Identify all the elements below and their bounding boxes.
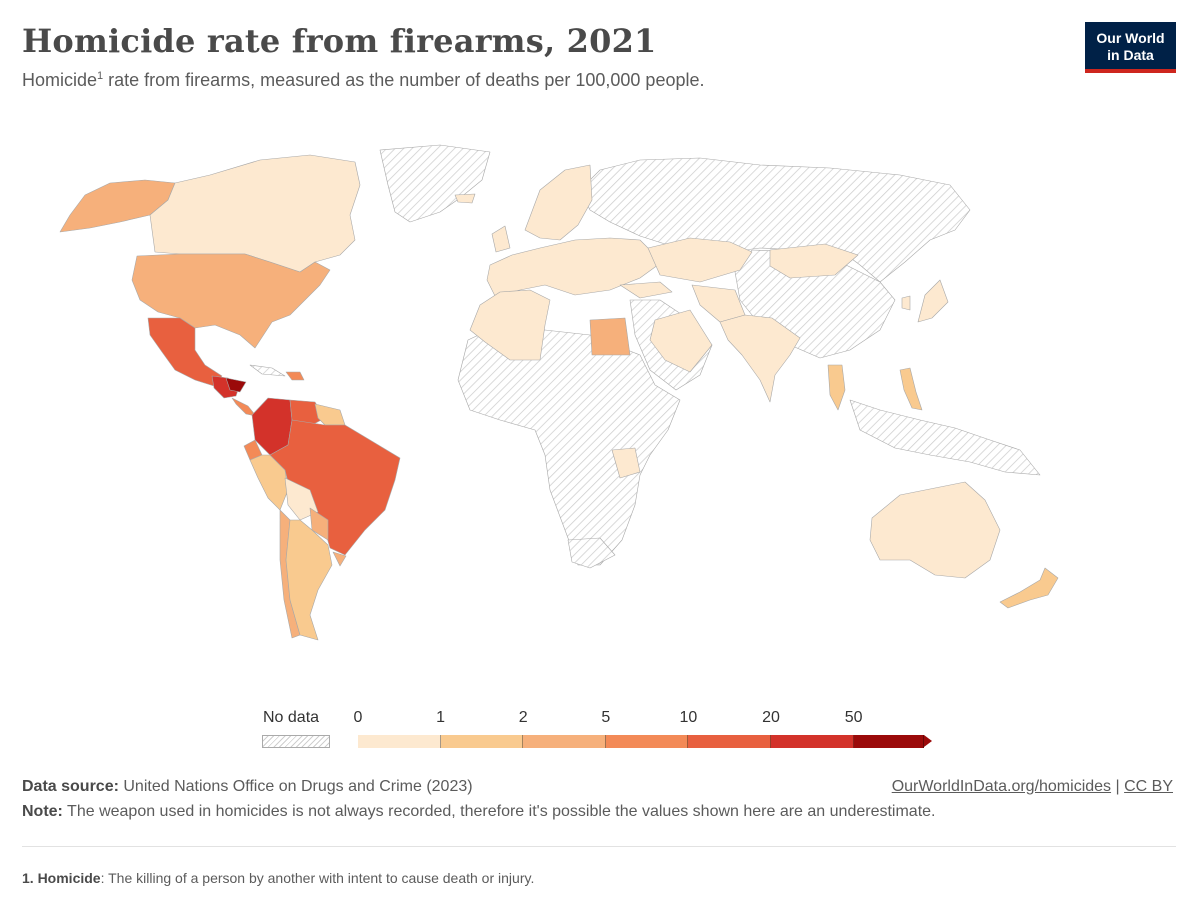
subtitle-term: Homicide <box>22 70 98 90</box>
data-source-label: Data source: <box>22 778 119 795</box>
country-egypt[interactable] <box>589 317 631 356</box>
footnote-label: 1. Homicide <box>22 870 101 886</box>
country-south-africa-region[interactable] <box>567 537 616 569</box>
legend-bin[interactable] <box>688 735 771 748</box>
legend-bin[interactable] <box>358 735 441 748</box>
country-iran-region[interactable] <box>691 284 746 323</box>
note-text: The weapon used in homicides is not alwa… <box>62 803 936 820</box>
country-saudi-arabia[interactable] <box>649 309 713 373</box>
note-label: Note: <box>22 803 63 820</box>
legend-threshold-label: 5 <box>601 709 611 726</box>
legend-no-data-label: No data <box>263 709 320 726</box>
footer-links: OurWorldInData.org/homicides | CC BY <box>892 778 1173 796</box>
country-kazakhstan[interactable] <box>647 237 753 283</box>
logo-line-2: in Data <box>1107 47 1154 63</box>
legend-threshold-label: 0 <box>353 709 363 726</box>
logo-line-1: Our World <box>1096 30 1165 46</box>
legend-bin[interactable] <box>771 735 854 748</box>
footnote: 1. Homicide: The killing of a person by … <box>22 870 534 886</box>
legend-bin[interactable] <box>853 735 925 748</box>
country-japan[interactable] <box>917 279 949 323</box>
country-iceland[interactable] <box>454 193 476 204</box>
country-cuba-area[interactable] <box>249 364 286 377</box>
footer-divider <box>22 846 1176 847</box>
world-map[interactable] <box>0 120 1200 680</box>
legend-threshold-label: 2 <box>518 709 528 726</box>
country-uruguay[interactable] <box>332 551 347 567</box>
legend-bin[interactable] <box>440 735 524 748</box>
link-separator: | <box>1111 778 1125 795</box>
chart-note: Note: The weapon used in homicides is no… <box>22 803 935 821</box>
region-russia-nodata[interactable] <box>579 157 971 283</box>
license-link[interactable]: CC BY <box>1124 778 1173 795</box>
country-guyana-suriname[interactable] <box>314 403 346 426</box>
legend-threshold-label: 20 <box>762 709 780 726</box>
source-link[interactable]: OurWorldInData.org/homicides <box>891 778 1112 795</box>
country-argentina[interactable] <box>285 519 333 641</box>
legend-bin[interactable] <box>605 735 689 748</box>
country-panama-costarica[interactable] <box>231 397 257 417</box>
region-southeast-asia-nodata[interactable] <box>849 399 1041 476</box>
country-south-korea[interactable] <box>901 295 911 311</box>
data-source: Data source: United Nations Office on Dr… <box>22 778 473 796</box>
legend-arrow <box>924 735 933 747</box>
country-new-zealand[interactable] <box>999 567 1059 609</box>
country-mexico[interactable] <box>147 317 223 387</box>
chart-title: Homicide rate from firearms, 2021 <box>22 22 657 60</box>
chart-subtitle: Homicide1 rate from firearms, measured a… <box>22 70 705 91</box>
country-greenland-area[interactable] <box>379 144 491 223</box>
country-north-africa[interactable] <box>469 289 551 361</box>
legend-bin[interactable] <box>523 735 606 748</box>
country-mongolia[interactable] <box>769 243 859 279</box>
country-australia[interactable] <box>869 481 1001 579</box>
country-bolivia[interactable] <box>284 477 319 521</box>
country-thailand[interactable] <box>827 364 846 411</box>
data-source-text: United Nations Office on Drugs and Crime… <box>118 778 473 795</box>
country-philippines[interactable] <box>899 367 923 411</box>
country-norway-sweden-finland[interactable] <box>524 164 593 241</box>
country-paraguay[interactable] <box>309 507 329 541</box>
country-uk-ireland[interactable] <box>491 225 511 253</box>
legend-threshold-label: 10 <box>679 709 698 726</box>
country-honduras[interactable] <box>225 377 247 393</box>
subtitle-text: rate from firearms, measured as the numb… <box>103 70 705 90</box>
country-tanzania[interactable] <box>611 447 641 479</box>
country-dominican-republic[interactable] <box>285 371 305 381</box>
footnote-text: : The killing of a person by another wit… <box>100 870 535 886</box>
map-legend: No data 0 1 2 5 10 20 50 <box>0 700 1200 760</box>
legend-no-data-swatch[interactable] <box>262 735 330 748</box>
legend-threshold-label: 50 <box>844 709 863 726</box>
legend-threshold-label: 1 <box>436 709 446 726</box>
subtitle-footnote-marker[interactable]: 1 <box>97 70 104 82</box>
owid-logo[interactable]: Our World in Data <box>1085 22 1176 73</box>
country-united-states[interactable] <box>131 253 331 349</box>
country-turkey[interactable] <box>619 281 673 299</box>
country-india[interactable] <box>719 314 801 403</box>
